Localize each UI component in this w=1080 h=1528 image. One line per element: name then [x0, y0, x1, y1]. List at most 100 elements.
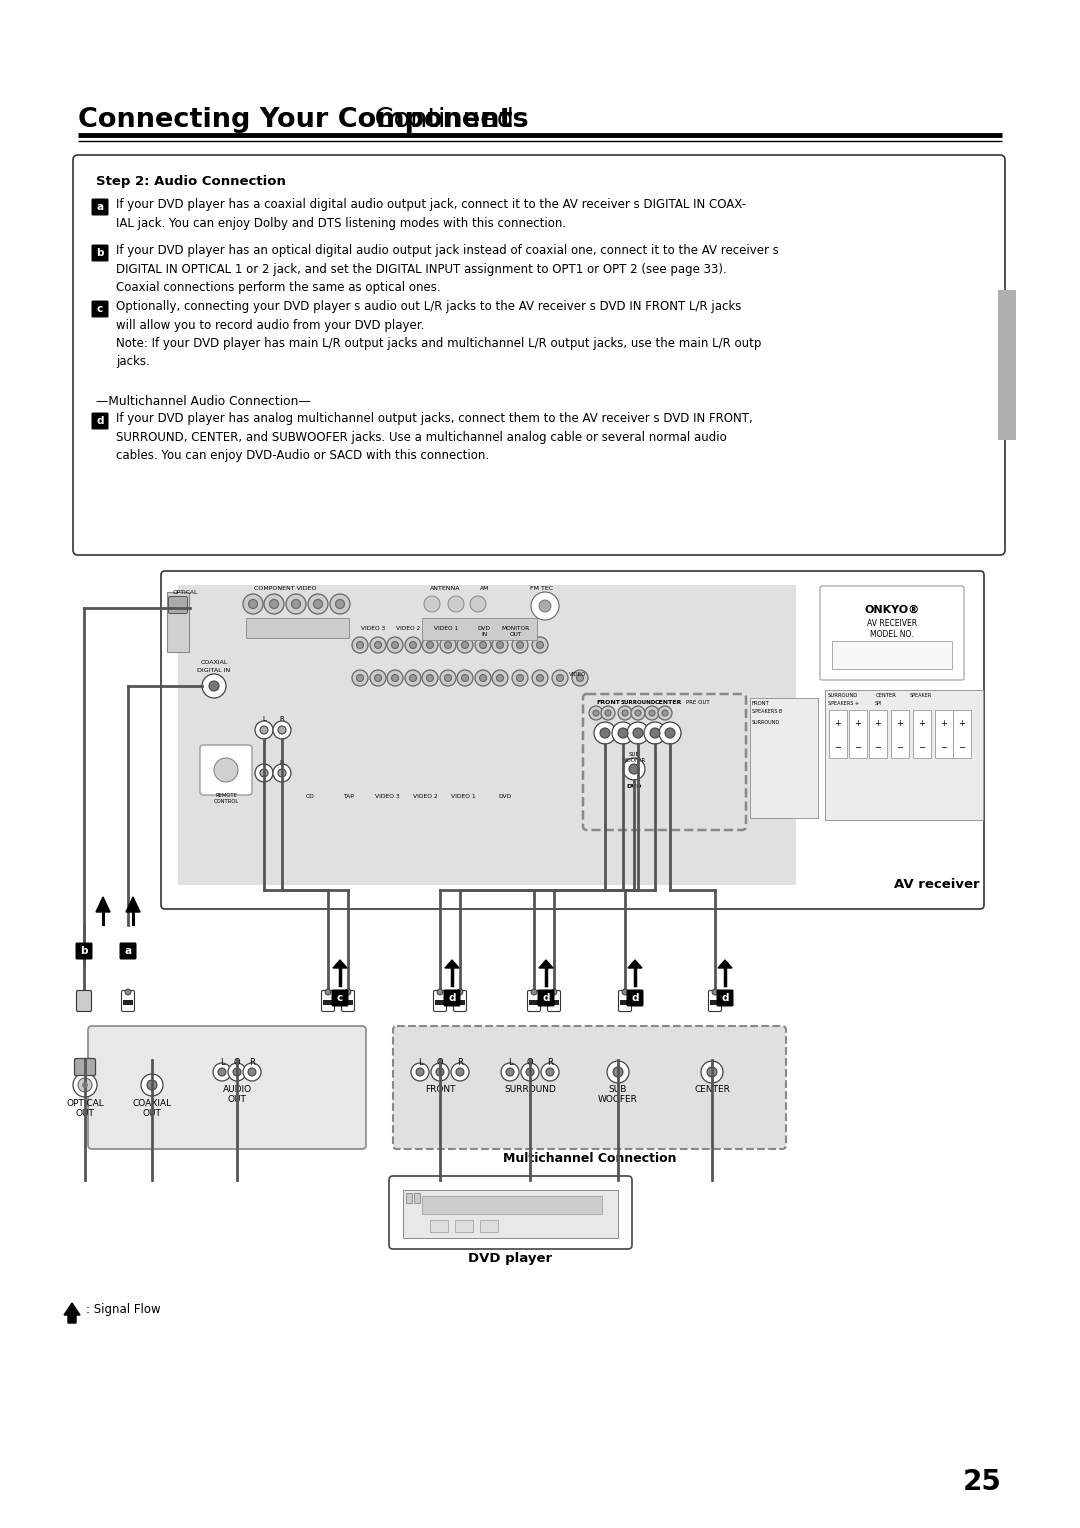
Circle shape [278, 769, 286, 778]
Text: Step 2: Audio Connection: Step 2: Audio Connection [96, 176, 286, 188]
Circle shape [427, 674, 433, 681]
Circle shape [512, 669, 528, 686]
Text: SPEAKER: SPEAKER [910, 694, 932, 698]
FancyBboxPatch shape [76, 943, 93, 960]
Bar [829, 711, 847, 758]
Circle shape [475, 637, 491, 652]
Text: SURROUND: SURROUND [752, 720, 780, 724]
Text: If your DVD player has analog multichannel output jacks, connect them to the AV : If your DVD player has analog multichann… [116, 413, 753, 461]
Circle shape [516, 674, 524, 681]
FancyBboxPatch shape [820, 587, 964, 680]
Text: d: d [631, 993, 638, 1002]
Circle shape [618, 706, 632, 720]
Circle shape [286, 594, 306, 614]
Text: AUDIO
OUT: AUDIO OUT [222, 1085, 252, 1105]
Circle shape [635, 711, 642, 717]
Bar [620, 999, 630, 1005]
Circle shape [623, 758, 645, 779]
FancyBboxPatch shape [389, 1177, 632, 1248]
Circle shape [659, 723, 681, 744]
Circle shape [375, 674, 381, 681]
Circle shape [437, 989, 443, 995]
Text: R: R [548, 1057, 553, 1067]
Text: : Signal Flow: : Signal Flow [86, 1303, 161, 1317]
FancyBboxPatch shape [77, 990, 92, 1012]
Polygon shape [539, 960, 553, 969]
Circle shape [475, 669, 491, 686]
Bar [869, 711, 887, 758]
Circle shape [273, 721, 291, 740]
Circle shape [665, 727, 675, 738]
Text: SPEAKERS B: SPEAKERS B [752, 709, 782, 714]
Text: ANTENNA: ANTENNA [430, 587, 460, 591]
Text: +: + [941, 718, 947, 727]
Text: b: b [96, 248, 104, 258]
Text: +: + [835, 718, 841, 727]
Text: L: L [508, 1057, 512, 1067]
FancyBboxPatch shape [121, 990, 135, 1012]
Circle shape [391, 642, 399, 648]
Circle shape [411, 1063, 429, 1080]
Circle shape [645, 706, 659, 720]
Text: COAXIAL: COAXIAL [200, 660, 228, 665]
Circle shape [308, 594, 328, 614]
FancyBboxPatch shape [161, 571, 984, 909]
Text: If your DVD player has an optical digital audio output jack instead of coaxial o: If your DVD player has an optical digita… [116, 244, 779, 293]
Text: +: + [896, 718, 904, 727]
Bar [435, 999, 445, 1005]
Circle shape [572, 669, 588, 686]
Circle shape [248, 599, 257, 608]
Bar [455, 999, 465, 1005]
Bar [422, 617, 537, 640]
Circle shape [356, 674, 364, 681]
Text: d: d [721, 993, 729, 1002]
Circle shape [260, 726, 268, 733]
Circle shape [409, 674, 417, 681]
Circle shape [431, 1063, 449, 1080]
Circle shape [470, 596, 486, 613]
Bar [549, 999, 559, 1005]
FancyBboxPatch shape [527, 990, 540, 1012]
Text: R: R [280, 759, 284, 766]
Text: 25: 25 [963, 1468, 1002, 1496]
Circle shape [607, 1060, 629, 1083]
Bar [422, 1196, 602, 1215]
Bar [953, 711, 971, 758]
Circle shape [532, 637, 548, 652]
Circle shape [541, 1063, 559, 1080]
FancyBboxPatch shape [341, 990, 354, 1012]
Circle shape [273, 764, 291, 782]
Circle shape [552, 669, 568, 686]
Circle shape [255, 721, 273, 740]
Circle shape [480, 674, 486, 681]
Circle shape [600, 706, 615, 720]
Text: VIDEO 1: VIDEO 1 [450, 795, 475, 799]
Text: Continued: Continued [365, 107, 514, 133]
Bar [62, 565, 1002, 1335]
Circle shape [292, 599, 300, 608]
Circle shape [336, 599, 345, 608]
Text: VIDEO: VIDEO [569, 672, 586, 677]
Text: d: d [448, 993, 456, 1002]
Bar [825, 691, 983, 821]
Text: CENTER: CENTER [654, 700, 681, 704]
Text: Multichannel Connection: Multichannel Connection [503, 1152, 677, 1164]
Circle shape [352, 669, 368, 686]
Text: MODEL NO.: MODEL NO. [870, 630, 914, 639]
Bar [343, 999, 353, 1005]
Circle shape [416, 1068, 424, 1076]
Circle shape [546, 1068, 554, 1076]
Text: R: R [249, 1057, 255, 1067]
Text: c: c [337, 993, 343, 1002]
Text: −: − [835, 744, 841, 752]
Text: R: R [280, 717, 284, 723]
Circle shape [507, 1068, 514, 1076]
Circle shape [387, 637, 403, 652]
Text: CENTER: CENTER [694, 1085, 730, 1094]
Text: SURROUND: SURROUND [620, 700, 656, 704]
Polygon shape [333, 960, 347, 969]
Circle shape [73, 1073, 97, 1097]
Circle shape [712, 989, 718, 995]
Text: O: O [527, 1057, 534, 1067]
Circle shape [255, 764, 273, 782]
